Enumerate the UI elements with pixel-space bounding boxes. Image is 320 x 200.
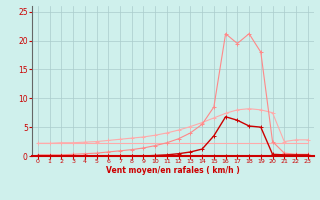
X-axis label: Vent moyen/en rafales ( km/h ): Vent moyen/en rafales ( km/h ) [106, 166, 240, 175]
